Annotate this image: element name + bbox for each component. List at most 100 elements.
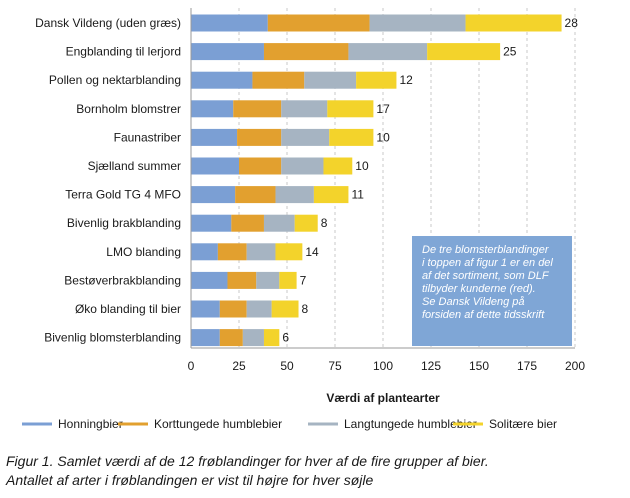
bar-segment	[275, 243, 303, 261]
info-note-box: De tre blomsterblandinger i toppen af fi…	[412, 236, 572, 346]
x-tick-label: 50	[280, 359, 294, 373]
note-line: Se Dansk Vildeng på	[422, 296, 525, 308]
bar-segment	[219, 329, 243, 347]
bar-segment	[263, 214, 295, 232]
bar-segment	[256, 271, 280, 289]
bars-layer	[191, 14, 562, 347]
species-count-label: 12	[399, 73, 413, 87]
note-line: forsiden af dette tidsskrift	[422, 309, 545, 321]
x-tick-label: 175	[517, 359, 537, 373]
legend-label: Honningbier	[58, 417, 123, 431]
legend: Honningbier Korttungede humblebier Langtun…	[22, 417, 557, 431]
x-tick-label: 25	[232, 359, 246, 373]
bar-segment	[242, 329, 264, 347]
x-tick-label: 200	[565, 359, 585, 373]
bar-segment	[217, 243, 247, 261]
category-label: Dansk Vildeng (uden græs)	[35, 16, 181, 30]
category-label: Engblanding til lerjord	[66, 45, 181, 59]
bar-segment	[323, 157, 353, 175]
bar-segment	[246, 243, 276, 261]
bar-segment	[191, 14, 268, 32]
bar-segment	[239, 157, 282, 175]
bar-segment	[271, 300, 299, 318]
species-count-label: 10	[376, 130, 390, 144]
figure-caption: Figur 1. Samlet værdi af de 12 frøblandi…	[6, 452, 621, 490]
bar-segment	[279, 271, 297, 289]
x-tick-label: 0	[188, 359, 195, 373]
note-line: De tre blomsterblandinger	[422, 244, 549, 256]
species-count-label: 8	[321, 216, 328, 230]
bar-segment	[252, 71, 305, 89]
caption-line-1: Figur 1. Samlet værdi af de 12 frøblandi…	[6, 453, 489, 469]
grid-layer	[238, 8, 576, 348]
bar-segment	[191, 300, 220, 318]
species-count-label: 17	[376, 102, 390, 116]
x-tick-label: 100	[373, 359, 393, 373]
x-tick-label: 150	[469, 359, 489, 373]
note-line: af det sortiment, som DLF	[422, 270, 549, 282]
x-tick-label: 75	[328, 359, 342, 373]
category-labels: Dansk Vildeng (uden græs) Engblanding til…	[35, 16, 181, 345]
bar-segment	[231, 214, 264, 232]
bar-segment	[219, 300, 247, 318]
note-line: i toppen af figur 1 er en del	[422, 257, 553, 269]
bar-segment	[267, 14, 370, 32]
bar-segment	[235, 186, 276, 204]
x-tick-label: 125	[421, 359, 441, 373]
x-axis-label: Værdi af plantearter	[326, 391, 440, 405]
species-count-label: 14	[305, 245, 319, 259]
bar-segment	[327, 100, 374, 118]
legend-label: Langtungede humblebier	[344, 417, 477, 431]
bar-segment	[263, 329, 280, 347]
bar-segment	[427, 43, 501, 61]
stacked-bar-chart: 0 25 50 75 100 125 150 175 200 Dansk Vildeng (ud…	[22, 8, 585, 431]
bar-segment	[275, 186, 314, 204]
species-count-label: 10	[355, 159, 369, 173]
species-count-label: 11	[351, 188, 364, 202]
bar-segment	[369, 14, 466, 32]
bar-segment	[191, 329, 220, 347]
legend-label: Korttungede humblebier	[154, 417, 282, 431]
species-count-label: 6	[282, 331, 289, 345]
bar-segment	[191, 71, 253, 89]
bar-segment	[348, 43, 428, 61]
bar-segment	[294, 214, 318, 232]
category-label: Terra Gold TG 4 MFO	[65, 188, 181, 202]
bar-segment	[313, 186, 349, 204]
bar-segment	[191, 243, 218, 261]
bar-segment	[191, 100, 234, 118]
species-count-labels: 28 25 12 17 10 10 11 8 14 7 8 6	[282, 16, 578, 345]
bar-segment	[281, 128, 330, 146]
category-label: Øko blanding til bier	[75, 302, 181, 316]
bar-segment	[281, 100, 328, 118]
bar-segment	[191, 43, 264, 61]
bar-segment	[304, 71, 357, 89]
bar-segment	[191, 214, 232, 232]
category-label: Bestøverbrakblanding	[64, 273, 181, 287]
bar-segment	[329, 128, 374, 146]
bar-segment	[233, 100, 282, 118]
category-label: Pollen og nektarblanding	[49, 73, 181, 87]
bar-segment	[191, 157, 239, 175]
bar-segment	[191, 186, 236, 204]
species-count-label: 28	[565, 16, 579, 30]
bar-segment	[281, 157, 324, 175]
category-label: Bivenlig blomsterblanding	[44, 331, 181, 345]
species-count-label: 8	[302, 302, 309, 316]
category-label: Bivenlig brakblanding	[67, 216, 181, 230]
category-label: LMO blanding	[106, 245, 181, 259]
bar-segment	[356, 71, 397, 89]
bar-segment	[191, 271, 228, 289]
axis-layer: 0 25 50 75 100 125 150 175 200	[188, 8, 585, 373]
bar-segment	[227, 271, 257, 289]
species-count-label: 25	[503, 45, 517, 59]
bar-segment	[263, 43, 349, 61]
category-label: Sjælland summer	[88, 159, 181, 173]
bar-segment	[246, 300, 272, 318]
category-label: Bornholm blomstrer	[76, 102, 181, 116]
note-line: tilbyder kunderne (red).	[422, 283, 536, 295]
species-count-label: 7	[300, 273, 307, 287]
category-label: Faunastriber	[114, 130, 181, 144]
legend-label: Solitære bier	[489, 417, 557, 431]
bar-segment	[237, 128, 282, 146]
